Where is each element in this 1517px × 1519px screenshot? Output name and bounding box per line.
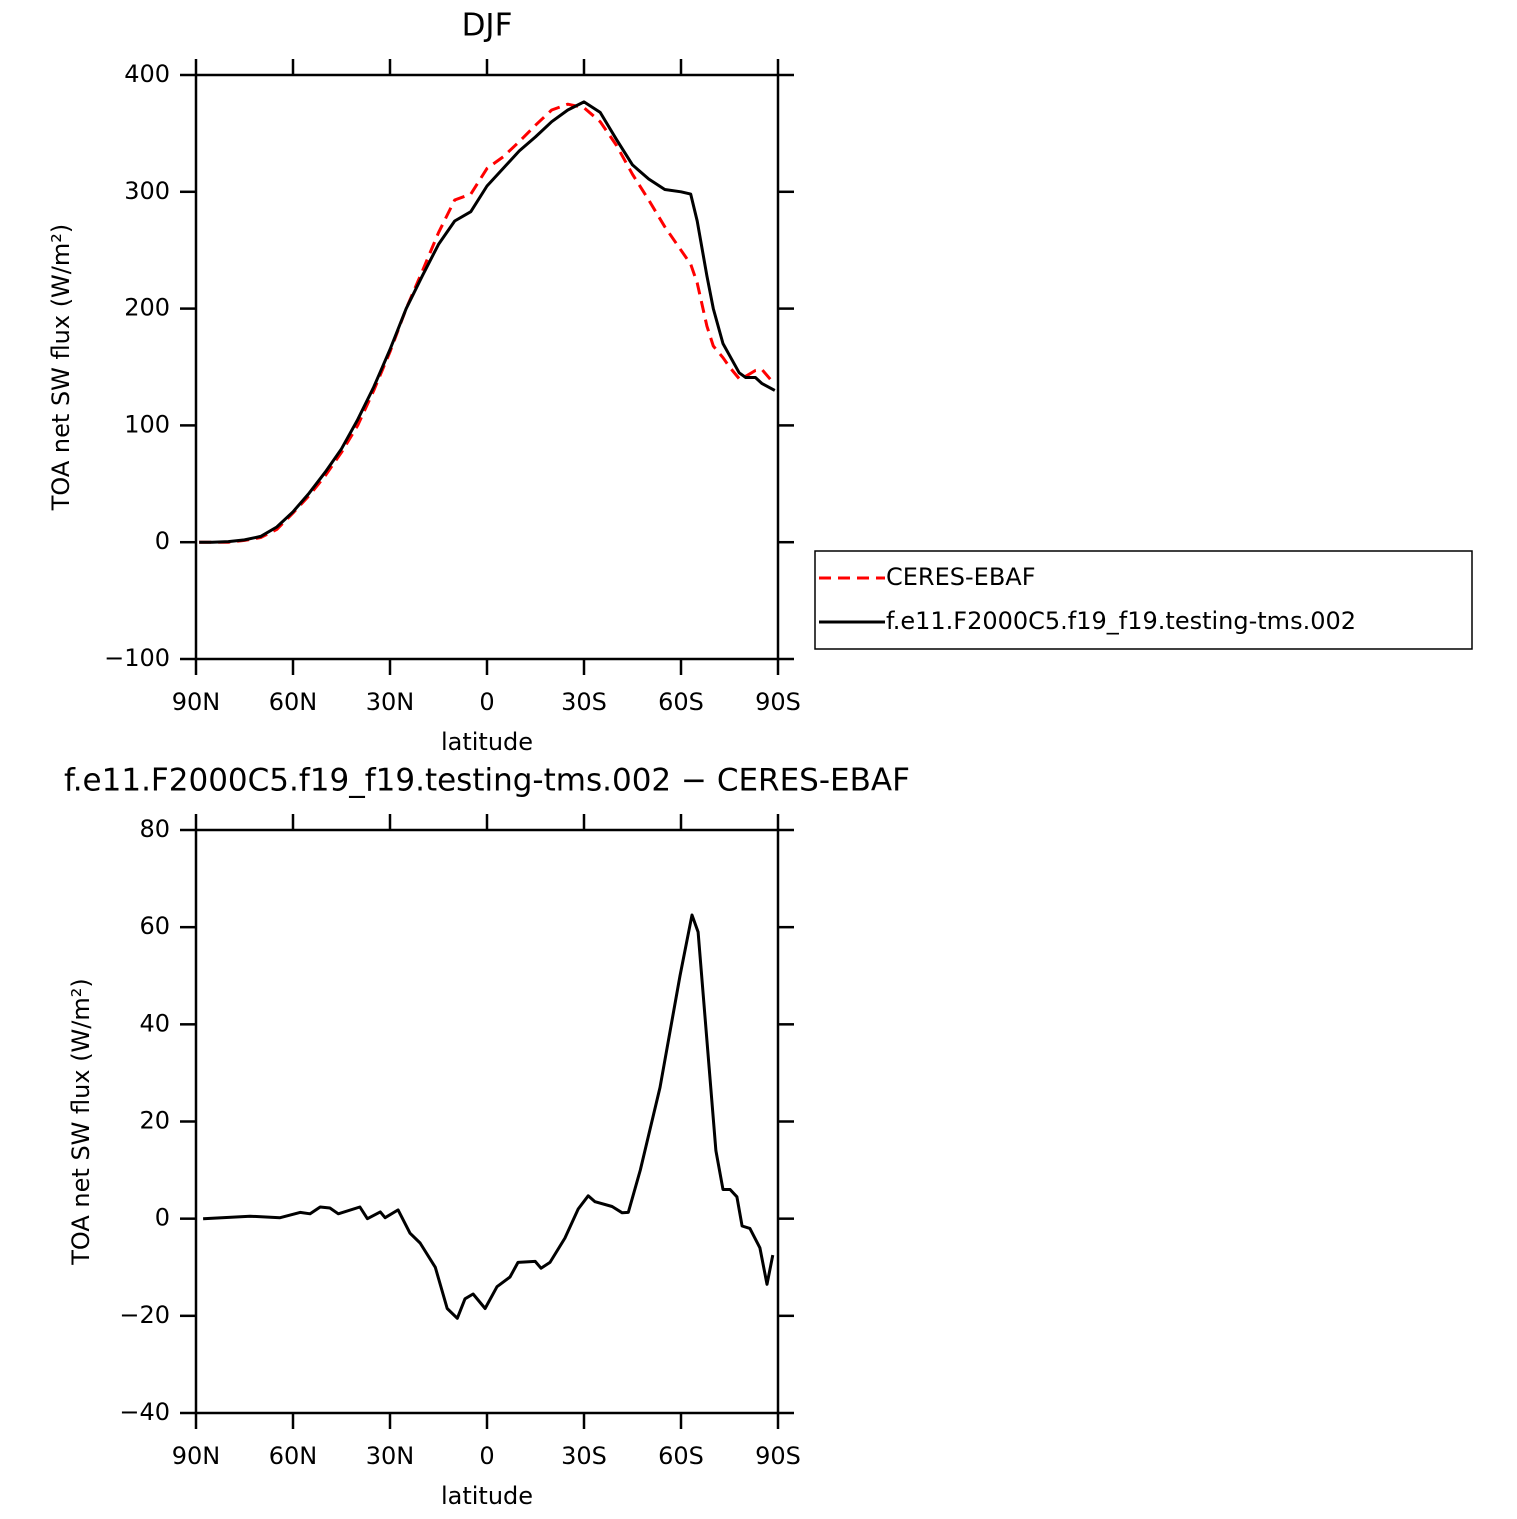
x-tick-label: 90N [172, 1442, 221, 1470]
plot-frame [194, 828, 780, 1415]
y-tick-label: 0 [155, 527, 170, 555]
y-tick-label: −100 [104, 644, 170, 672]
y-tick-label: 80 [139, 815, 170, 843]
y-tick-label: −40 [119, 1398, 170, 1426]
x-tick-label: 90S [755, 1442, 801, 1470]
chart-title: f.e11.F2000C5.f19_f19.testing-tms.002 − … [64, 763, 910, 799]
x-tick-label: 90S [755, 688, 801, 716]
x-tick-label: 60N [269, 688, 318, 716]
y-tick-label: 300 [124, 177, 170, 205]
x-tick-label: 90N [172, 688, 221, 716]
x-tick-label: 30N [366, 688, 415, 716]
y-tick-label: 0 [155, 1204, 170, 1232]
x-tick-label: 60S [658, 1442, 704, 1470]
x-tick-label: 30S [561, 1442, 607, 1470]
plot-frame [194, 73, 780, 661]
chart-title: DJF [462, 8, 513, 44]
data-line [203, 913, 775, 1320]
data-line [199, 102, 776, 544]
legend-box [814, 550, 1473, 650]
legend-label: f.e11.F2000C5.f19_f19.testing-tms.002 [886, 607, 1356, 635]
x-tick-label: 60S [658, 688, 704, 716]
y-tick-label: −20 [119, 1301, 170, 1329]
y-tick-label: 100 [124, 410, 170, 438]
data-line [199, 100, 776, 544]
x-axis-label: latitude [441, 728, 533, 756]
y-axis-label: TOA net SW flux (W/m²) [67, 978, 95, 1266]
y-axis-label: TOA net SW flux (W/m²) [47, 224, 75, 512]
x-axis-label: latitude [441, 1482, 533, 1510]
x-tick-label: 0 [479, 1442, 494, 1470]
legend-label: CERES-EBAF [886, 563, 1036, 591]
y-tick-label: 20 [139, 1107, 170, 1135]
y-tick-label: 200 [124, 294, 170, 322]
x-tick-label: 0 [479, 688, 494, 716]
x-tick-label: 30S [561, 688, 607, 716]
y-tick-label: 40 [139, 1009, 170, 1037]
x-tick-label: 30N [366, 1442, 415, 1470]
y-tick-label: 60 [139, 912, 170, 940]
x-tick-label: 60N [269, 1442, 318, 1470]
y-tick-label: 400 [124, 60, 170, 88]
